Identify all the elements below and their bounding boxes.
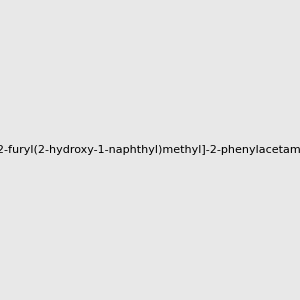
Text: N-[2-furyl(2-hydroxy-1-naphthyl)methyl]-2-phenylacetamide: N-[2-furyl(2-hydroxy-1-naphthyl)methyl]-… [0, 145, 300, 155]
